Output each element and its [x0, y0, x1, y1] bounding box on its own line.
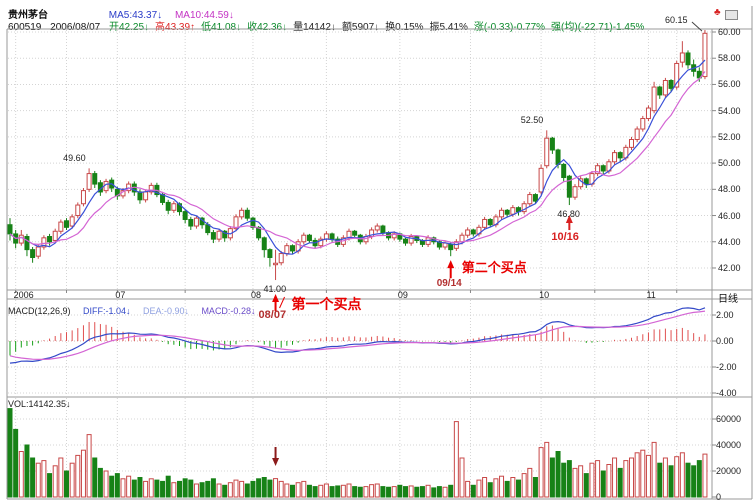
period-label[interactable]: 日线 — [718, 294, 738, 305]
macd-header: MACD(12,26,9) DIFF:-1.04↓ DEA:-0.90↓ MAC… — [8, 301, 255, 319]
price-axis-label: 50.00 — [718, 158, 741, 169]
macd-diff-value: DIFF:-1.04↓ — [82, 306, 131, 316]
buy-point-label: 第一个买点 — [291, 296, 362, 312]
price-axis-label: 52.00 — [718, 131, 741, 142]
header-line-2: 600519 2006/08/07 开42.25↓ 高43.39↑ 低41.08↓ 收… — [8, 18, 650, 33]
vol-axis-label: 40000 — [716, 440, 742, 450]
ma10-value: MA10:44.59↓ — [174, 10, 234, 21]
macd-axis-label: 0.00 — [716, 336, 734, 346]
month-axis-label: 07 — [115, 290, 126, 300]
cursor-date: 2006/08/07 — [50, 22, 101, 33]
month-axis-label: 2006 — [13, 290, 34, 300]
price-axis-label: 54.00 — [718, 105, 741, 116]
vol-axis-label: 0 — [716, 492, 722, 501]
quote-field-3: 收42.36↓ — [247, 22, 288, 33]
quote-fields: 开42.25↓ 高43.39↑ 低41.08↓ 收42.36↓ 量14142↓ 额5907… — [109, 22, 650, 33]
month-axis-label: 10 — [539, 290, 550, 300]
marker-icon[interactable]: ♣ — [714, 7, 721, 18]
buy-point-label: 第二个买点 — [461, 260, 527, 276]
stock-name: 贵州茅台 — [8, 10, 48, 21]
quote-field-6: 换0.15% — [385, 22, 424, 33]
pullback-date: 10/16 — [551, 231, 579, 244]
price-annotation: 52.50 — [520, 115, 544, 126]
quote-field-2: 低41.08↓ — [201, 22, 242, 33]
quote-field-0: 开42.25↓ — [109, 22, 150, 33]
vol-axis-label: 20000 — [716, 466, 742, 476]
price-axis-label: 60.00 — [718, 27, 741, 37]
price-annotation: 46.80 — [557, 209, 580, 220]
price-annotation: 49.60 — [63, 153, 86, 164]
header-line-1: 贵州茅台 MA5:43.37↓ MA10:44.59↓ — [8, 6, 234, 21]
macd-axis-label: -2.00 — [716, 362, 737, 372]
quote-field-4: 量14142↓ — [293, 22, 336, 33]
vol-axis-label: 60000 — [716, 414, 742, 424]
macd-dea-value: DEA:-0.90↓ — [142, 306, 189, 316]
macd-indicator-name: MACD(12,26,9) — [8, 306, 71, 316]
price-annotation: 41.00 — [263, 284, 287, 295]
quote-field-7: 振5.41% — [429, 22, 468, 33]
price-axis-label: 44.00 — [718, 236, 741, 247]
quote-field-9: 强(均)(-22.71)-1.45% — [551, 22, 645, 33]
price-axis-label: 42.00 — [718, 262, 741, 273]
quote-field-1: 高43.39↑ — [155, 22, 196, 33]
ma5-value: MA5:43.37↓ — [108, 10, 163, 21]
month-axis-label: 08 — [250, 290, 261, 300]
quote-field-5: 额5907↓ — [341, 22, 380, 33]
quote-field-8: 涨(-0.33)-0.77% — [473, 22, 546, 33]
macd-axis-label: 2.00 — [716, 310, 734, 320]
month-axis-label: 11 — [646, 290, 656, 300]
price-axis-label: 58.00 — [718, 53, 741, 64]
buy-point-date: 08/07 — [258, 309, 287, 321]
stock-code: 600519 — [8, 22, 42, 33]
volume-header: VOL:14142.35↓ — [8, 399, 71, 409]
price-annotation: 60.15 — [664, 15, 688, 26]
panel-toggle-icon[interactable] — [725, 10, 738, 20]
price-axis-label: 46.00 — [718, 210, 741, 221]
price-axis-label: 48.00 — [718, 184, 741, 195]
month-axis-label: 09 — [397, 290, 408, 300]
macd-axis-label: -4.00 — [716, 388, 737, 398]
price-axis-label: 56.00 — [718, 79, 741, 90]
macd-hist-value: MACD:-0.28↓ — [201, 306, 256, 316]
buy-point-date: 09/14 — [436, 278, 462, 290]
